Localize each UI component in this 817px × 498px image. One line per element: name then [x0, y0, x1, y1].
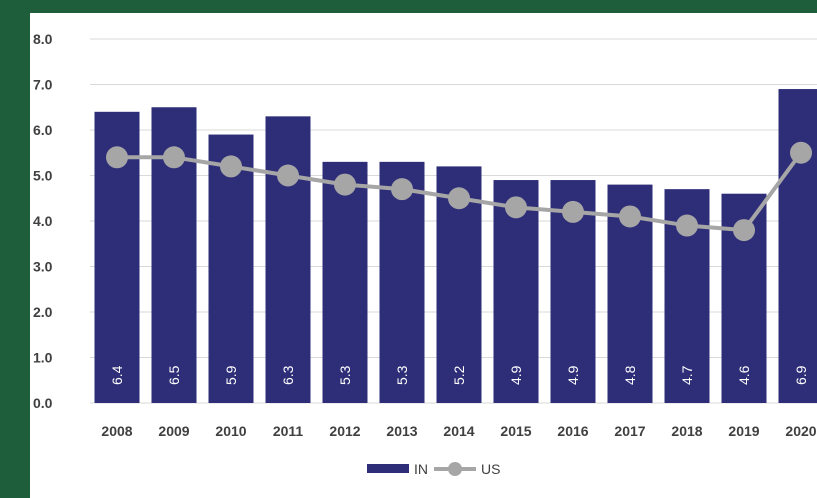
bar-in	[322, 161, 368, 403]
point-us	[505, 196, 527, 219]
point-us	[106, 146, 128, 169]
x-tick-label: 2017	[614, 423, 645, 439]
data-label: 5.3	[337, 365, 353, 385]
x-tick-label: 2008	[101, 423, 132, 439]
point-us	[163, 146, 185, 169]
y-tick-label: 5.0	[33, 168, 53, 184]
chart-panel: 0.0 1.0 2.0 3.0 4.0 5.0 6.0 7.0 8.0 6.4 6.5 5.9 6.3…	[30, 13, 817, 498]
data-label: 4.9	[508, 365, 524, 385]
x-tick-label: 2013	[386, 423, 417, 439]
y-axis-ticks: 0.0 1.0 2.0 3.0 4.0 5.0 6.0 7.0 8.0	[33, 31, 53, 411]
x-tick-label: 2016	[557, 423, 588, 439]
x-tick-label: 2009	[158, 423, 189, 439]
y-tick-label: 2.0	[33, 304, 53, 320]
legend-us-label: US	[481, 461, 500, 477]
data-label: 5.2	[451, 365, 467, 385]
point-us	[562, 200, 584, 223]
point-us	[790, 141, 812, 164]
y-tick-label: 4.0	[33, 213, 53, 229]
data-label: 4.7	[679, 365, 695, 385]
point-us	[733, 219, 755, 242]
y-tick-label: 3.0	[33, 259, 53, 275]
x-tick-label: 2020	[785, 423, 816, 439]
x-tick-label: 2019	[728, 423, 759, 439]
bar-in	[265, 116, 311, 403]
legend-in-label: IN	[414, 461, 428, 477]
data-label: 4.8	[622, 365, 638, 385]
legend: IN US	[367, 461, 500, 477]
x-axis-ticks: 2008 2009 2010 2011 2012 2013 2014 2015 2016 2017…	[101, 423, 816, 439]
point-us	[277, 164, 299, 187]
data-labels: 6.4 6.5 5.9 6.3 5.3 5.3 5.2 4.9 4.9 4.8 4.7 4.6 6.9	[109, 365, 809, 385]
chart: 0.0 1.0 2.0 3.0 4.0 5.0 6.0 7.0 8.0 6.4 6.5 5.9 6.3…	[33, 31, 817, 477]
legend-in-swatch	[367, 464, 409, 473]
bar-in	[208, 134, 254, 404]
y-tick-label: 1.0	[33, 350, 53, 366]
y-tick-label: 7.0	[33, 77, 53, 93]
y-tick-label: 8.0	[33, 31, 53, 47]
line-series-us	[106, 141, 812, 242]
data-label: 5.9	[223, 365, 239, 385]
data-label: 6.5	[166, 365, 182, 385]
bars-series-in	[94, 89, 817, 404]
bar-in	[778, 89, 817, 404]
point-us	[334, 173, 356, 196]
point-us	[220, 155, 242, 178]
data-label: 6.3	[280, 365, 296, 385]
x-tick-label: 2018	[671, 423, 702, 439]
x-tick-label: 2015	[500, 423, 531, 439]
point-us	[676, 214, 698, 237]
point-us	[619, 205, 641, 228]
x-tick-label: 2011	[273, 423, 304, 439]
data-label: 6.4	[109, 365, 125, 385]
data-label: 4.6	[736, 365, 752, 385]
x-tick-label: 2014	[443, 423, 474, 439]
data-label: 5.3	[394, 365, 410, 385]
point-us	[448, 187, 470, 210]
x-tick-label: 2010	[215, 423, 246, 439]
data-label: 4.9	[565, 365, 581, 385]
point-us	[391, 178, 413, 201]
y-tick-label: 0.0	[33, 395, 53, 411]
bar-in	[379, 161, 425, 403]
y-tick-label: 6.0	[33, 122, 53, 138]
x-tick-label: 2012	[329, 423, 360, 439]
data-label: 6.9	[793, 365, 809, 385]
legend-us-marker	[448, 462, 462, 476]
